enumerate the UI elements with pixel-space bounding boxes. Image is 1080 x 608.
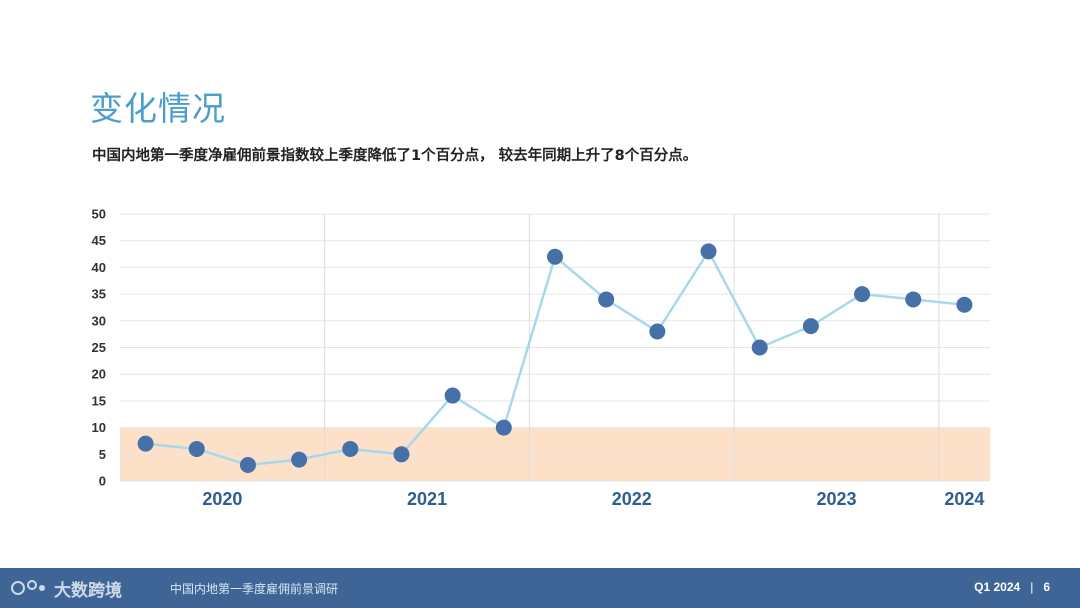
data-point bbox=[905, 291, 922, 308]
footer-bar: 大数跨境 中国内地第一季度雇佣前景调研 Q1 2024 | 6 bbox=[0, 568, 1080, 608]
x-year-label: 2023 bbox=[816, 489, 856, 509]
data-point bbox=[444, 387, 461, 404]
data-point bbox=[956, 296, 973, 313]
footer-separator: | bbox=[1030, 580, 1034, 594]
data-point bbox=[649, 323, 666, 340]
footer-report-name: 中国内地第一季度雇佣前景调研 bbox=[170, 582, 339, 596]
brand-logo-text: 大数跨境 bbox=[54, 580, 122, 601]
brand-logo-icon bbox=[11, 580, 45, 595]
data-point bbox=[188, 440, 205, 457]
y-tick-label: 10 bbox=[92, 420, 106, 435]
x-year-label: 2020 bbox=[202, 489, 242, 509]
y-tick-label: 35 bbox=[92, 287, 106, 302]
line-chart: 0 5 10 15 20 25 30 35 40 45 50 2020 2021 2022 2023 2024 bbox=[92, 207, 990, 509]
y-tick-label: 15 bbox=[92, 393, 106, 408]
y-tick-label: 0 bbox=[99, 474, 106, 489]
x-year-label: 2024 bbox=[944, 489, 984, 509]
y-tick-label: 45 bbox=[92, 233, 106, 248]
data-point bbox=[342, 440, 359, 457]
x-year-label: 2021 bbox=[407, 489, 447, 509]
data-point bbox=[854, 286, 871, 303]
data-point bbox=[495, 419, 512, 436]
y-tick-label: 30 bbox=[92, 313, 106, 328]
page-subtitle: 中国内地第一季度净雇佣前景指数较上季度降低了1个百分点， 较去年同期上升了8个百… bbox=[92, 148, 698, 164]
data-point bbox=[291, 451, 308, 468]
y-tick-label: 25 bbox=[92, 340, 106, 355]
data-point bbox=[137, 435, 154, 452]
data-point bbox=[700, 243, 717, 260]
x-year-label: 2022 bbox=[612, 489, 652, 509]
page-title: 变化情况 bbox=[90, 89, 226, 128]
y-tick-label: 5 bbox=[99, 447, 106, 462]
footer-quarter: Q1 2024 bbox=[974, 580, 1021, 594]
data-point bbox=[393, 446, 410, 463]
footer-page-number: 6 bbox=[1043, 580, 1050, 594]
brand-logo: 大数跨境 bbox=[10, 576, 122, 601]
data-point bbox=[802, 318, 819, 335]
data-point bbox=[239, 456, 256, 473]
data-point bbox=[547, 248, 563, 265]
footer-page-info: Q1 2024 | 6 bbox=[974, 580, 1050, 594]
y-tick-label: 50 bbox=[92, 207, 106, 222]
y-tick-label: 40 bbox=[92, 260, 106, 275]
data-point bbox=[751, 339, 768, 356]
y-tick-label: 20 bbox=[92, 367, 106, 382]
data-point bbox=[598, 291, 615, 308]
